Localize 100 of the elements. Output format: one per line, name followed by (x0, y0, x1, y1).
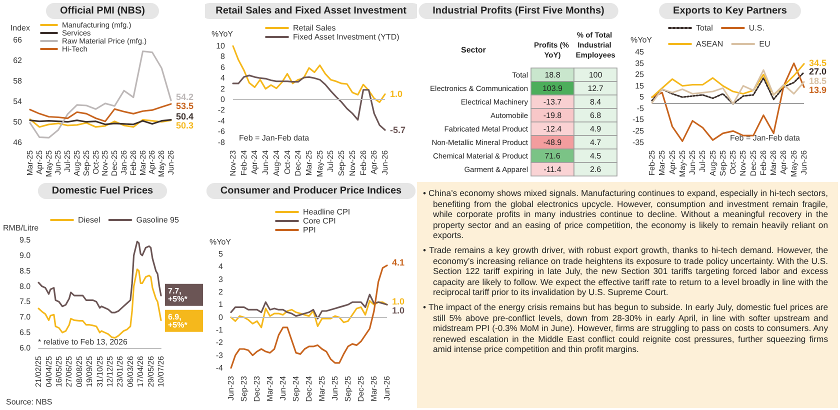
y-tick-label: 2 (220, 84, 226, 94)
legend-label: U.S. (748, 24, 764, 32)
y-tick-label: 8 (220, 52, 226, 62)
x-tick-label: Jun-26 (382, 375, 392, 400)
data-label: 4.7 (590, 138, 602, 147)
text: • China’s economy shows mixed signals. Manufacturing continues to expand, especially in hi-tech sectors, benefiting from the global electronics upcycle. However, consumption and investment remain fragile, while corporate profits in many industries continue to decline. Without a meaningful recovery in the property sector and an easing of price competition, the economy is likely to remain heavily reliant on exports. (423, 188, 828, 241)
source-note: Source: NBS (6, 398, 52, 406)
chart-title: Official PMI (NBS) (60, 6, 146, 16)
data-label: 1.0 (392, 306, 405, 316)
x-tick-label: 16/05/25 (54, 355, 64, 388)
y-axis-title: RMB/Litre (3, 224, 40, 232)
x-tick-label: Sep-24 (292, 375, 300, 402)
text: • The impact of the energy crisis remains but has begun to subside. In early July, domestic fuel prices are still 5% above pre-conflict levels, down from 28-30% in early April, in line with softer upstream and midstream PPI (-0.3% MoM in June). However, firms are struggling to pass on costs to consumers. Any renewed escalation in the Middle East conflict could reignite cost pressures, further squeezing firms amid intense price competition and thin profit margins. (423, 302, 828, 355)
y-tick-label: -2 (216, 338, 224, 348)
legend-label: Retail Sales (293, 24, 336, 32)
x-tick-label: Dec-23 (252, 375, 262, 402)
y-tick-label: -25 (632, 126, 645, 136)
line-series (38, 240, 162, 314)
y-tick-label: 6.5 (19, 328, 32, 338)
x-tick-label: Nov-25 (348, 150, 357, 176)
data-label: -5.7 (390, 125, 406, 136)
data-label: 100 (588, 70, 603, 80)
x-tick-label: Sep-25 (337, 150, 346, 176)
y-tick-label: 15 (635, 81, 645, 90)
y-tick-label: 46 (13, 138, 23, 147)
legend-label: EU (759, 40, 770, 48)
legend-label: Total (696, 24, 714, 32)
y-tick-label: 8.5 (19, 266, 32, 276)
data-label: -19.8 (543, 110, 562, 120)
x-tick-label: Sep-25 (82, 150, 91, 176)
x-tick-label: Oct-24 (282, 150, 292, 174)
x-tick-label: Aug-24 (272, 150, 281, 176)
line-series (651, 62, 805, 142)
data-label: 34.5 (809, 58, 827, 68)
y-tick-label: 10 (216, 42, 226, 50)
y-tick-label: 54 (13, 96, 23, 106)
x-tick-label: Mar-26 (370, 375, 378, 402)
y-tick-label: 58 (13, 76, 23, 86)
data-label: 53.5 (176, 100, 194, 111)
x-tick-label: 12/12/25 (105, 355, 114, 388)
line-series (232, 45, 386, 103)
x-tick-label: Jun-25 (688, 150, 698, 175)
y-tick-label: 8.0 (19, 282, 32, 291)
y-tick-label: -4 (218, 116, 226, 126)
x-tick-label: 23/01/26 (116, 355, 125, 388)
x-tick-label: Apr-25 (668, 150, 677, 174)
x-tick-label: Jun-23 (226, 375, 236, 400)
x-tick-label: Jul-25 (698, 150, 708, 172)
x-tick-label: Sep-25 (718, 150, 728, 176)
legend-label: PPI (303, 226, 316, 234)
x-tick-label: Jun-24 (261, 150, 270, 175)
x-tick-label: Jun-26 (380, 150, 390, 175)
x-tick-label: May-26 (157, 150, 166, 178)
y-tick-label: 2 (218, 288, 224, 296)
y-tick-label: 66 (13, 36, 23, 44)
data-label: 103.9 (542, 84, 564, 93)
data-label: 6.8 (590, 110, 602, 120)
x-tick-label: Mar-26 (138, 150, 148, 176)
y-tick-label: 7.5 (19, 297, 32, 306)
annotation: Feb = Jan-Feb data (239, 134, 310, 142)
data-label: -48.9 (543, 138, 562, 147)
chart-title: Industrial Profits (First Five Months) (432, 6, 604, 16)
data-label: 8.4 (590, 97, 602, 106)
y-tick-label: -8 (218, 138, 226, 147)
x-tick-label: Feb-26 (758, 150, 768, 176)
chart-title: Consumer and Producer Price Indices (220, 186, 402, 196)
x-tick-label: Mar-24 (266, 375, 274, 402)
y-tick-label: -2 (218, 106, 226, 115)
x-tick-label: Mar-25 (318, 375, 326, 402)
x-tick-label: 31/10/25 (95, 355, 104, 388)
line-series (230, 264, 388, 369)
data-label: 1.0 (390, 89, 403, 100)
chart-title: Exports to Key Partners (673, 6, 788, 16)
y-tick-label: 25 (635, 70, 645, 80)
data-label: -13.7 (543, 97, 562, 106)
data-label: 1.0 (392, 296, 405, 307)
x-tick-label: Feb-26 (358, 150, 368, 176)
x-tick-label: 04/04/25 (44, 355, 54, 388)
x-tick-label: Apr-25 (34, 150, 44, 174)
data-label: 18.5 (809, 76, 827, 86)
x-tick-label: Oct-25 (91, 150, 100, 174)
y-tick-label: 4 (220, 74, 226, 83)
x-tick-label: Oct-25 (728, 150, 738, 174)
data-label: -12.4 (543, 124, 562, 134)
y-tick-label: 5 (218, 250, 224, 258)
data-label: 4.5 (590, 151, 602, 160)
y-tick-label: 62 (13, 56, 23, 65)
y-tick-label: 0 (218, 312, 224, 322)
x-tick-label: Aug-25 (708, 150, 718, 176)
x-tick-label: Dec-25 (356, 375, 366, 402)
data-label: 50.3 (176, 120, 194, 130)
y-tick-label: -1 (216, 326, 224, 334)
x-tick-label: Mar-25 (304, 150, 314, 176)
x-tick-label: Mar-26 (769, 150, 778, 176)
chart-title: Retail Sales and Fixed Asset Investment (216, 6, 408, 16)
line-series (38, 268, 162, 339)
x-tick-label: Dec-25 (748, 150, 758, 176)
x-tick-label: Jan-26 (120, 150, 128, 175)
y-tick-label: -35 (632, 138, 645, 147)
x-tick-label: Sep-25 (344, 375, 352, 402)
